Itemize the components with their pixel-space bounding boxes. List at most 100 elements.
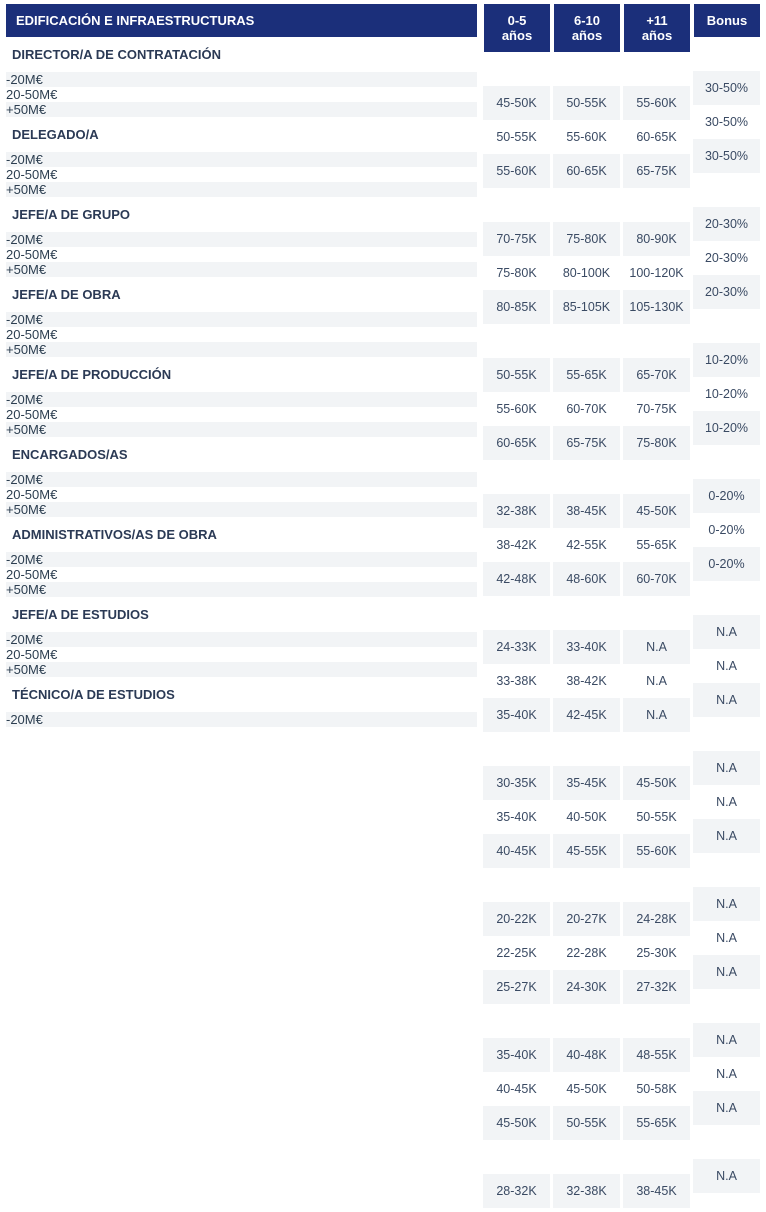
row-label: -20M€ xyxy=(6,312,477,327)
row-label: 20-50M€ xyxy=(6,327,477,342)
value-cell: 50-55K xyxy=(483,358,550,392)
value-cell: 24-30K xyxy=(553,970,620,1004)
blank-cell xyxy=(623,732,690,766)
row-label: +50M€ xyxy=(6,662,477,677)
value-cell: 80-85K xyxy=(483,290,550,324)
value-cell: 25-27K xyxy=(483,970,550,1004)
value-cell: 80-90K xyxy=(623,222,690,256)
value-cell: 65-75K xyxy=(623,154,690,188)
value-cell: 40-45K xyxy=(483,1072,550,1106)
value-cell: 55-60K xyxy=(483,392,550,426)
value-cell: 24-28K xyxy=(623,902,690,936)
value-cell: 85-105K xyxy=(553,290,620,324)
value-cell: 45-50K xyxy=(553,1072,620,1106)
blank-cell xyxy=(553,188,620,222)
row-label: -20M€ xyxy=(6,632,477,647)
row-label: -20M€ xyxy=(6,392,477,407)
col-11plus: +11 años 55-60K60-65K65-75K 80-90K100-12… xyxy=(623,4,690,1208)
value-cell: 42-45K xyxy=(553,698,620,732)
value-cell: 35-40K xyxy=(483,698,550,732)
value-cell: 65-70K xyxy=(623,358,690,392)
value-cell: 32-38K xyxy=(483,494,550,528)
value-cell: 50-55K xyxy=(483,120,550,154)
value-cell: 75-80K xyxy=(483,256,550,290)
col-6-10: 6-10 años 50-55K55-60K60-65K 75-80K80-10… xyxy=(553,4,620,1208)
value-cell: N.A xyxy=(693,785,760,819)
value-cell: 30-50% xyxy=(693,139,760,173)
blank-cell xyxy=(553,52,620,86)
section-title: JEFE/A DE GRUPO xyxy=(6,197,477,232)
row-label: +50M€ xyxy=(6,582,477,597)
blank-cell xyxy=(623,596,690,630)
value-cell: 45-50K xyxy=(483,86,550,120)
row-label: -20M€ xyxy=(6,552,477,567)
value-cell: N.A xyxy=(623,630,690,664)
value-cell: 30-50% xyxy=(693,105,760,139)
section-title: JEFE/A DE PRODUCCIÓN xyxy=(6,357,477,392)
blank-cell xyxy=(623,868,690,902)
value-cell: 60-65K xyxy=(623,120,690,154)
value-cell: N.A xyxy=(693,921,760,955)
value-cell: 50-55K xyxy=(553,1106,620,1140)
value-cell: 55-60K xyxy=(623,834,690,868)
value-cell: 65-75K xyxy=(553,426,620,460)
col-0-5: 0-5 años 45-50K50-55K55-60K 70-75K75-80K… xyxy=(483,4,550,1208)
row-label: -20M€ xyxy=(6,712,477,727)
blank-cell xyxy=(483,188,550,222)
row-label: +50M€ xyxy=(6,422,477,437)
col-bonus: Bonus 30-50%30-50%30-50% 20-30%20-30%20-… xyxy=(693,4,760,1208)
value-cell: 55-60K xyxy=(553,120,620,154)
row-label: -20M€ xyxy=(6,72,477,87)
blank-cell xyxy=(693,989,760,1023)
value-cell: 48-55K xyxy=(623,1038,690,1072)
value-cell: 40-45K xyxy=(483,834,550,868)
value-cell: N.A xyxy=(623,664,690,698)
blank-cell xyxy=(483,596,550,630)
section-title: TÉCNICO/A DE ESTUDIOS xyxy=(6,677,477,712)
value-cell: 45-50K xyxy=(623,766,690,800)
row-label: -20M€ xyxy=(6,152,477,167)
blank-cell xyxy=(693,853,760,887)
value-cell: 42-48K xyxy=(483,562,550,596)
value-cell: 30-35K xyxy=(483,766,550,800)
value-cell: 24-33K xyxy=(483,630,550,664)
blank-cell xyxy=(553,460,620,494)
value-cell: N.A xyxy=(693,751,760,785)
value-cell: 55-60K xyxy=(483,154,550,188)
blank-cell xyxy=(553,732,620,766)
value-cell: 20-22K xyxy=(483,902,550,936)
section-title: ADMINISTRATIVOS/AS DE OBRA xyxy=(6,517,477,552)
value-cell: 35-45K xyxy=(553,766,620,800)
value-cell: 50-58K xyxy=(623,1072,690,1106)
value-cell: 40-48K xyxy=(553,1038,620,1072)
value-cell: N.A xyxy=(623,698,690,732)
blank-cell xyxy=(623,460,690,494)
value-cell: N.A xyxy=(693,615,760,649)
value-cell: 75-80K xyxy=(553,222,620,256)
col-header: +11 años xyxy=(623,4,690,52)
value-cell: N.A xyxy=(693,683,760,717)
col-header: 0-5 años xyxy=(483,4,550,52)
value-cell: 42-55K xyxy=(553,528,620,562)
blank-cell xyxy=(693,581,760,615)
blank-cell xyxy=(623,324,690,358)
value-cell: 70-75K xyxy=(623,392,690,426)
value-cell: 48-60K xyxy=(553,562,620,596)
row-label: -20M€ xyxy=(6,232,477,247)
blank-cell xyxy=(693,445,760,479)
value-cell: 38-42K xyxy=(553,664,620,698)
row-label: 20-50M€ xyxy=(6,167,477,182)
value-cell: 60-65K xyxy=(483,426,550,460)
value-cell: 10-20% xyxy=(693,343,760,377)
section-title: DELEGADO/A xyxy=(6,117,477,152)
value-cell: 75-80K xyxy=(623,426,690,460)
value-cell: 20-27K xyxy=(553,902,620,936)
section-title: JEFE/A DE OBRA xyxy=(6,277,477,312)
row-label: +50M€ xyxy=(6,502,477,517)
value-cell: 60-70K xyxy=(553,392,620,426)
value-cell: 55-65K xyxy=(623,1106,690,1140)
blank-cell xyxy=(483,1140,550,1174)
value-cell: 50-55K xyxy=(623,800,690,834)
value-cell: N.A xyxy=(693,887,760,921)
section-title: DIRECTOR/A DE CONTRATACIÓN xyxy=(6,37,477,72)
